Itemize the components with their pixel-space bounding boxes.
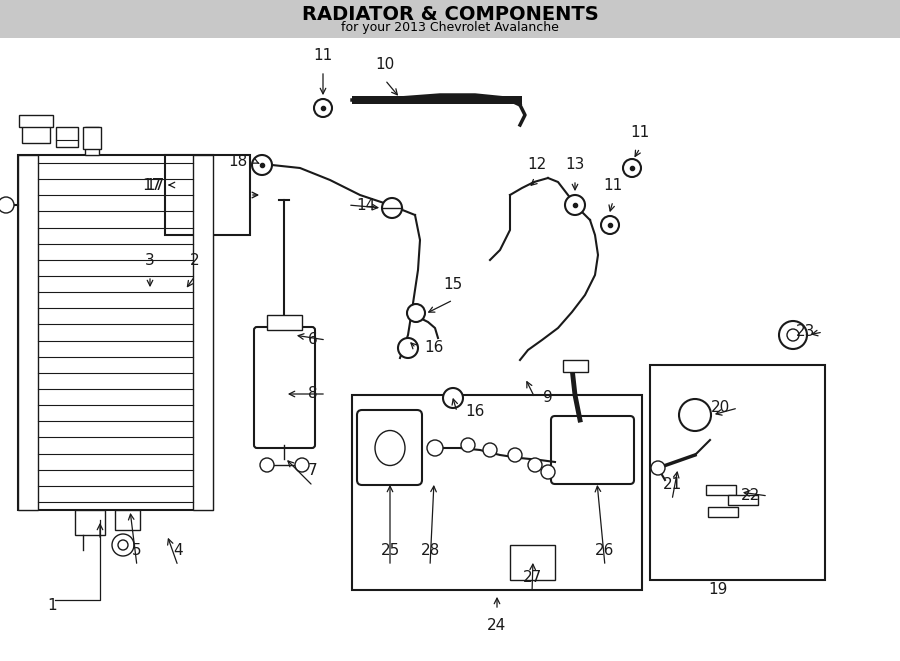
- Text: 1: 1: [47, 598, 57, 613]
- Bar: [352, 96, 522, 104]
- Text: 17: 17: [143, 178, 162, 192]
- Text: for your 2013 Chevrolet Avalanche: for your 2013 Chevrolet Avalanche: [341, 22, 559, 34]
- Circle shape: [651, 461, 665, 475]
- Circle shape: [118, 540, 128, 550]
- Bar: [56, 127, 78, 147]
- Bar: [165, 155, 250, 235]
- Circle shape: [528, 458, 542, 472]
- Text: 9: 9: [543, 391, 553, 405]
- Bar: [75, 510, 105, 535]
- Text: 12: 12: [527, 157, 546, 172]
- FancyBboxPatch shape: [551, 416, 634, 484]
- Text: 27: 27: [522, 570, 542, 585]
- Circle shape: [407, 304, 425, 322]
- Bar: [267, 315, 302, 330]
- Bar: [83, 127, 101, 149]
- Bar: [19, 115, 53, 127]
- Text: 5: 5: [132, 543, 142, 558]
- Circle shape: [787, 329, 799, 341]
- Text: 3: 3: [145, 253, 155, 268]
- Bar: [706, 485, 736, 495]
- Bar: [115, 510, 140, 530]
- Ellipse shape: [375, 430, 405, 465]
- Text: 23: 23: [796, 325, 815, 340]
- Text: 15: 15: [444, 277, 463, 292]
- Text: 26: 26: [595, 543, 615, 558]
- Bar: [352, 395, 642, 590]
- Circle shape: [398, 338, 418, 358]
- Circle shape: [260, 458, 274, 472]
- Text: 24: 24: [488, 618, 507, 633]
- FancyBboxPatch shape: [254, 327, 315, 448]
- Circle shape: [541, 465, 555, 479]
- Text: 16: 16: [424, 340, 444, 356]
- Bar: [0, 0, 900, 38]
- Text: 6: 6: [308, 332, 318, 348]
- Text: 11: 11: [313, 48, 333, 63]
- Text: 25: 25: [381, 543, 400, 558]
- Text: 18: 18: [229, 155, 248, 169]
- Text: 2: 2: [190, 253, 200, 268]
- Circle shape: [314, 99, 332, 117]
- Text: 10: 10: [375, 57, 394, 72]
- Bar: [22, 125, 50, 143]
- Text: 11: 11: [603, 178, 623, 193]
- Text: 4: 4: [173, 543, 183, 558]
- Bar: [18, 155, 38, 510]
- Text: 28: 28: [420, 543, 439, 558]
- Circle shape: [252, 155, 272, 175]
- FancyBboxPatch shape: [357, 410, 422, 485]
- Text: 21: 21: [662, 477, 681, 492]
- Circle shape: [382, 198, 402, 218]
- Circle shape: [483, 443, 497, 457]
- Circle shape: [623, 159, 641, 177]
- Circle shape: [0, 197, 14, 213]
- Text: 11: 11: [630, 125, 650, 140]
- Text: 17: 17: [146, 178, 165, 192]
- Circle shape: [508, 448, 522, 462]
- Bar: [708, 507, 738, 517]
- Text: 22: 22: [741, 488, 760, 504]
- Circle shape: [679, 399, 711, 431]
- Circle shape: [112, 534, 134, 556]
- Bar: [563, 360, 588, 372]
- Circle shape: [461, 438, 475, 452]
- Circle shape: [443, 388, 463, 408]
- Circle shape: [601, 216, 619, 234]
- Text: 7: 7: [308, 463, 318, 478]
- Bar: [18, 155, 213, 510]
- Text: 16: 16: [465, 405, 484, 420]
- Circle shape: [295, 458, 309, 472]
- Text: 20: 20: [711, 401, 730, 416]
- Text: 13: 13: [565, 157, 585, 172]
- Circle shape: [779, 321, 807, 349]
- Text: 19: 19: [708, 582, 728, 598]
- Bar: [650, 365, 825, 580]
- Circle shape: [427, 440, 443, 456]
- Bar: [85, 127, 99, 155]
- Circle shape: [565, 195, 585, 215]
- Text: 8: 8: [309, 387, 318, 401]
- Bar: [193, 155, 213, 510]
- Text: RADIATOR & COMPONENTS: RADIATOR & COMPONENTS: [302, 5, 598, 24]
- Bar: [510, 545, 555, 580]
- Text: 14: 14: [356, 198, 375, 212]
- Bar: [728, 495, 758, 505]
